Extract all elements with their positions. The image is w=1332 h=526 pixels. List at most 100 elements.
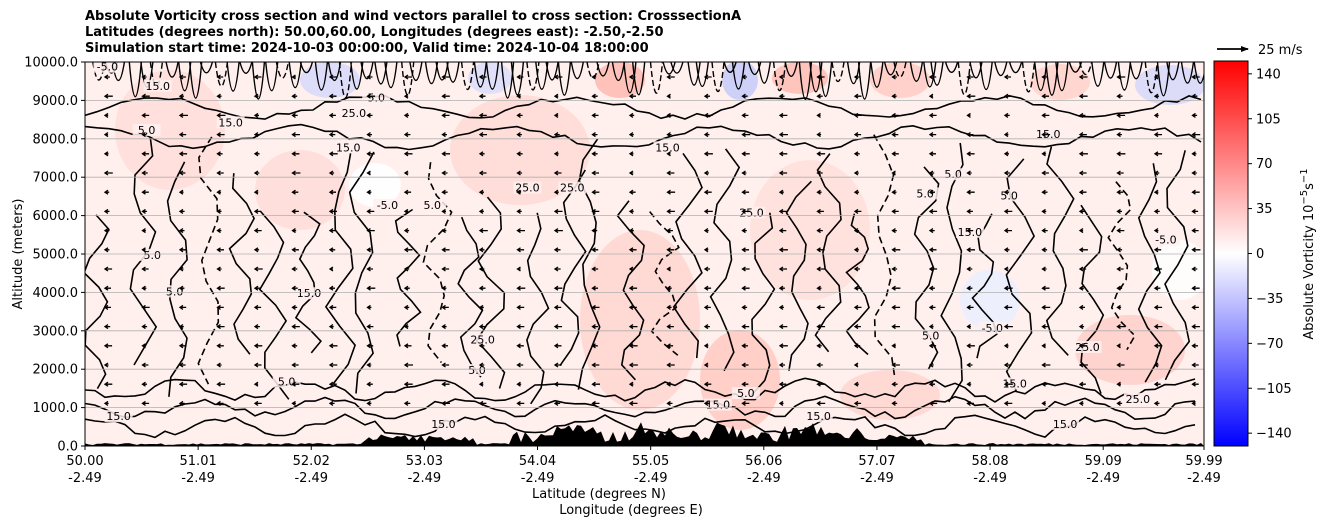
contour-line-upper xyxy=(695,62,709,87)
wind-vector xyxy=(891,170,896,176)
wind-vector xyxy=(816,247,825,253)
wind-vector xyxy=(1078,228,1084,234)
wind-vector xyxy=(178,132,187,138)
contour-line-lower xyxy=(85,395,1196,421)
contour-label-bg xyxy=(1123,392,1152,405)
x-tick-label-lon: -2.49 xyxy=(68,471,102,486)
wind-vector xyxy=(141,247,146,253)
colorbar-ticks: 140 105 70 35 0 −35 −70 −105 −140 xyxy=(1248,67,1292,442)
wind-vector xyxy=(403,151,413,157)
colorbar-tick-label: 140 xyxy=(1256,67,1281,82)
wind-vector xyxy=(478,400,487,406)
wind-vector xyxy=(628,247,637,253)
wind-vector xyxy=(253,304,262,310)
wind-vector xyxy=(441,324,447,330)
wind-vector xyxy=(853,93,862,99)
x-tick-label-lon: -2.49 xyxy=(521,471,555,486)
wind-vector xyxy=(1153,343,1161,349)
wind-vector xyxy=(966,74,974,80)
wind-vector xyxy=(666,285,672,291)
wind-vector xyxy=(1191,170,1197,176)
contour-line-upper xyxy=(299,62,314,74)
wind-vector xyxy=(103,112,109,118)
contour-line xyxy=(940,142,964,403)
wind-vector xyxy=(516,247,525,253)
wind-vector xyxy=(778,151,788,157)
contour-line-upper xyxy=(485,62,500,90)
wind-vector xyxy=(628,228,634,234)
contour-line-lower xyxy=(85,377,1196,403)
contour-label: 5.0 xyxy=(922,329,940,342)
wind-vector xyxy=(478,247,485,253)
wind-vector xyxy=(666,189,676,195)
wind-vector xyxy=(628,189,636,195)
contour-label: 25.0 xyxy=(1126,393,1151,406)
wind-vector xyxy=(516,362,524,368)
contour-label: 15.0 xyxy=(706,399,731,412)
wind-vector xyxy=(216,208,222,214)
wind-vector xyxy=(1153,247,1162,253)
chart-title-line-2: Latitudes (degrees north): 50.00,60.00, … xyxy=(85,25,664,40)
contour-line-upper xyxy=(798,62,813,100)
wind-vector xyxy=(478,266,485,272)
wind-vector xyxy=(628,208,634,214)
wind-vector xyxy=(478,381,484,387)
wind-vector xyxy=(666,381,673,387)
x-tick-label-lon: -2.49 xyxy=(181,471,215,486)
wind-vector xyxy=(516,324,525,330)
wind-vector xyxy=(553,151,559,157)
wind-vector xyxy=(628,343,638,349)
wind-vector xyxy=(1041,189,1048,195)
wind-vector xyxy=(403,112,409,118)
contour-line-upper xyxy=(883,62,898,76)
wind-vector xyxy=(853,74,861,80)
contour-label-bg xyxy=(132,124,161,137)
wind-vector xyxy=(966,170,972,176)
wind-vector xyxy=(516,400,525,406)
contour-line-upper xyxy=(893,62,907,78)
wind-vector xyxy=(516,112,523,118)
wind-vector xyxy=(853,151,860,157)
wind-vector xyxy=(1041,381,1048,387)
wind-vector xyxy=(291,266,298,272)
wind-vector xyxy=(1041,400,1046,406)
wind-vector xyxy=(703,381,712,387)
wind-vector xyxy=(591,324,599,330)
contour-line-upper xyxy=(1129,62,1143,80)
wind-vector xyxy=(891,304,901,310)
wind-vector xyxy=(703,151,713,157)
wind-vector xyxy=(328,112,336,118)
wind-vector xyxy=(1116,208,1122,214)
wind-vector xyxy=(928,400,938,406)
wind-vector xyxy=(178,362,186,368)
chart-title-line-3: Simulation start time: 2024-10-03 00:00:… xyxy=(85,41,649,56)
wind-vector xyxy=(966,228,974,234)
wind-vector xyxy=(1153,266,1162,272)
wind-vector xyxy=(778,74,785,80)
wind-vector xyxy=(553,208,563,214)
colorbar-gradient xyxy=(1213,60,1249,447)
wind-vector xyxy=(478,151,485,157)
wind-vector xyxy=(778,266,787,272)
wind-vector xyxy=(891,343,896,349)
contour-line xyxy=(649,211,680,356)
wind-vector xyxy=(591,74,597,80)
wind-vector xyxy=(216,228,222,234)
wind-vector xyxy=(1041,93,1049,99)
wind-vector xyxy=(441,189,448,195)
wind-vector xyxy=(141,304,150,310)
wind-vector xyxy=(291,324,300,330)
wind-vector xyxy=(328,170,335,176)
contour-label: 15.0 xyxy=(106,410,131,423)
wind-vector xyxy=(103,362,109,368)
contour-label: 15.0 xyxy=(336,141,361,154)
wind-vector xyxy=(1041,304,1051,310)
wind-vector xyxy=(178,74,186,80)
wind-vector xyxy=(291,381,300,387)
wind-vector xyxy=(366,112,373,118)
wind-vector xyxy=(1078,112,1086,118)
contour-line xyxy=(1164,150,1191,381)
contour-label: 5.0 xyxy=(944,168,962,181)
contour-line-upper xyxy=(1156,62,1171,97)
wind-vector xyxy=(366,400,372,406)
